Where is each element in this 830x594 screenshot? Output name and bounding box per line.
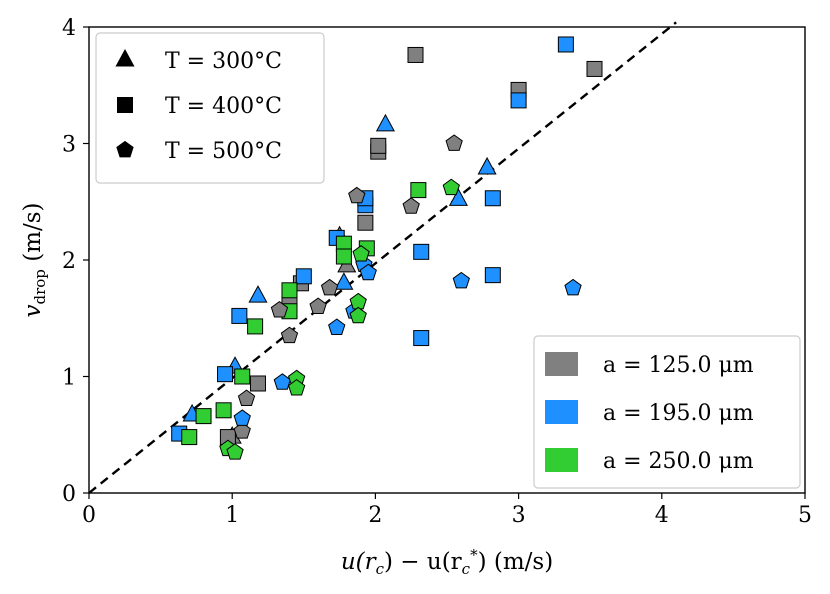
data-point-pentagon <box>280 326 299 344</box>
data-point-pentagon <box>348 186 366 204</box>
data-point-square <box>370 137 387 154</box>
data-point-pentagon <box>445 134 463 151</box>
data-point-pentagon <box>349 292 367 310</box>
data-point-square <box>335 248 352 265</box>
data-point-pentagon <box>237 389 256 407</box>
data-point-square <box>407 46 424 63</box>
data-point-triangle <box>477 156 497 175</box>
data-point-square <box>215 402 232 419</box>
data-point-square <box>231 307 248 324</box>
x-tick-label: 4 <box>655 503 669 528</box>
data-point-pentagon <box>359 263 377 281</box>
data-point-pentagon <box>349 306 367 324</box>
data-point-square <box>484 190 501 207</box>
data-point-square <box>557 36 574 53</box>
y-axis-label: vdrop (m/s) <box>20 202 49 317</box>
data-point-pentagon <box>564 278 582 296</box>
x-axis-label: u(rc) − u(rc*) (m/s) <box>341 546 553 578</box>
marker-legend: T = 300°C T = 400°C T = 500°C <box>95 32 325 184</box>
legend-entry-label: a = 125.0 μm <box>603 353 754 378</box>
legend-square-marker <box>117 97 133 113</box>
data-point-square <box>484 267 501 284</box>
data-point-square <box>234 368 251 385</box>
data-point-pentagon <box>442 178 460 196</box>
x-tick-label: 1 <box>225 503 239 528</box>
y-tick-label: 4 <box>62 16 76 41</box>
data-point-triangle <box>248 285 268 303</box>
data-point-square <box>247 318 264 335</box>
legend-entry-label: T = 300°C <box>165 49 282 74</box>
x-tick-label: 5 <box>798 503 812 528</box>
data-point-pentagon <box>328 318 346 335</box>
data-point-pentagon <box>309 297 327 314</box>
data-point-pentagon <box>402 197 420 214</box>
data-point-square <box>195 408 212 425</box>
data-point-pentagon <box>452 271 470 289</box>
legend-entry-label: T = 400°C <box>165 94 282 119</box>
data-point-triangle <box>448 188 468 206</box>
legend-entry-label: T = 500°C <box>165 139 282 164</box>
data-point-pentagon <box>226 443 244 460</box>
data-point-square <box>295 268 312 285</box>
plot-frame <box>88 26 806 494</box>
y-tick-label: 3 <box>62 133 76 158</box>
data-point-square <box>413 243 430 260</box>
y-tick-label: 0 <box>62 482 76 507</box>
y-tick-label: 1 <box>62 366 76 391</box>
axis-ticks: 0 1 2 3 4 5 0 1 2 3 4 <box>62 16 812 528</box>
data-points <box>171 36 603 460</box>
data-point-square <box>181 429 198 446</box>
y-tick-label: 2 <box>62 249 76 274</box>
data-point-square <box>413 330 430 347</box>
data-point-pentagon <box>233 409 251 426</box>
x-tick-label: 2 <box>368 503 382 528</box>
legend-color-swatch <box>545 352 578 376</box>
legend-color-swatch <box>545 448 578 472</box>
data-point-square <box>249 375 266 392</box>
data-point-square <box>410 182 427 199</box>
data-point-pentagon <box>320 278 339 296</box>
data-point-square <box>281 282 298 299</box>
data-point-pentagon <box>273 373 291 390</box>
legend-color-swatch <box>545 400 578 424</box>
data-point-triangle <box>375 113 395 132</box>
data-point-pentagon <box>233 422 251 439</box>
legend-entry-label: a = 250.0 μm <box>603 449 754 474</box>
data-point-triangle <box>334 272 354 290</box>
color-legend: a = 125.0 μm a = 195.0 μm a = 250.0 μm <box>533 335 801 489</box>
x-tick-label: 3 <box>512 503 526 528</box>
data-point-pentagon <box>270 300 289 318</box>
legend-entry-label: a = 195.0 μm <box>603 401 754 426</box>
data-point-square <box>586 60 603 77</box>
data-point-square <box>217 366 234 383</box>
data-point-square <box>510 92 527 109</box>
data-point-square <box>357 214 374 231</box>
data-point-pentagon <box>287 379 306 396</box>
data-point-pentagon <box>352 245 370 262</box>
x-tick-label: 0 <box>82 503 96 528</box>
legend-triangle-marker <box>115 48 135 67</box>
legend-pentagon-marker <box>116 140 134 158</box>
